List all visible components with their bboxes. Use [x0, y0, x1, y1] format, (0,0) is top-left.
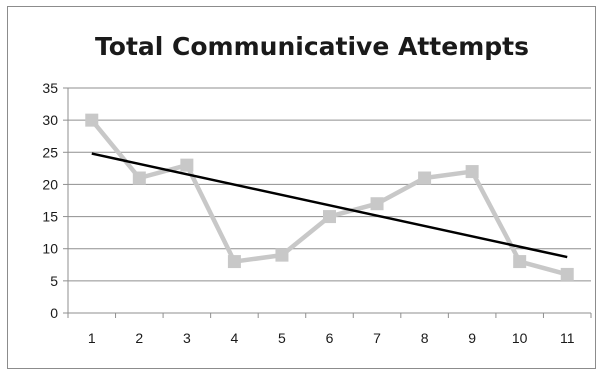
data-point-marker [85, 113, 99, 127]
x-tick-label: 1 [88, 330, 96, 346]
y-axis-tick-labels: 0 5 10 15 20 25 30 35 [42, 80, 58, 321]
x-tick-label: 11 [560, 330, 575, 346]
data-point-marker [560, 267, 574, 281]
series-line [90, 118, 568, 277]
x-tick-label: 7 [373, 330, 381, 346]
line-chart: Total Communicative Attempts 05101520253… [42, 32, 592, 346]
y-tick-label: 30 [42, 112, 58, 128]
x-tick-label: 6 [326, 330, 334, 346]
chart-title: Total Communicative Attempts [95, 32, 529, 61]
x-tick-label: 3 [183, 330, 191, 346]
y-tick-label: 15 [42, 209, 58, 225]
data-point-marker [370, 197, 384, 211]
data-point-marker [323, 210, 336, 224]
data-point-marker [465, 165, 479, 179]
data-point-marker [132, 171, 146, 185]
data-point-marker [513, 255, 527, 269]
trendline [91, 152, 568, 259]
x-tick-label: 10 [512, 330, 528, 346]
y-tick-label: 20 [42, 176, 58, 192]
x-tick-label: 5 [278, 330, 286, 346]
x-axis-tick-labels: 1 2 3 4 5 6 7 8 9 10 11 [88, 330, 575, 346]
y-tick-label: 35 [42, 80, 58, 96]
y-tick-label: 0 [50, 305, 58, 321]
data-point-marker [418, 171, 432, 185]
y-tick-label: 25 [42, 144, 58, 160]
y-tick-label: 10 [42, 241, 58, 257]
data-point-marker [180, 158, 194, 172]
y-tick-label: 5 [50, 273, 58, 289]
x-tick-label: 9 [468, 330, 476, 346]
x-tick-label: 2 [135, 330, 143, 346]
chart-frame: Total Communicative Attempts 0 5 10 15 20 25 3… [7, 6, 596, 369]
axes [63, 87, 592, 318]
data-series [85, 113, 574, 281]
data-point-marker [227, 255, 241, 269]
x-tick-label: 8 [421, 330, 429, 346]
data-point-marker [275, 248, 289, 262]
x-tick-label: 4 [231, 330, 239, 346]
trendline-group [91, 152, 568, 259]
